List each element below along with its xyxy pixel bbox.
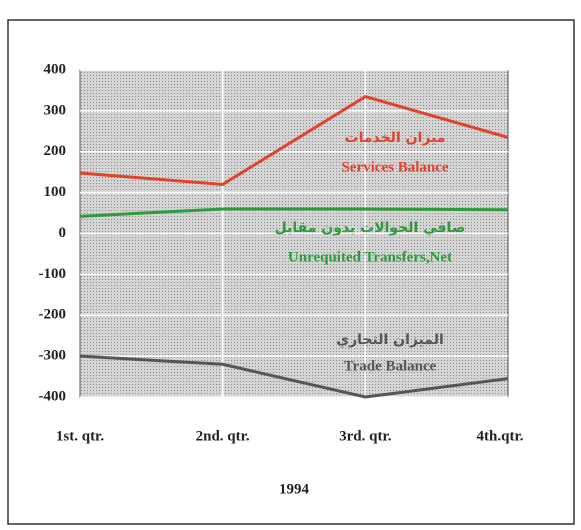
y-tick-label: -300 xyxy=(39,348,67,364)
y-tick-label: 300 xyxy=(44,102,67,118)
series-label: Services Balance xyxy=(341,159,448,175)
series-label-ar: ميزان الخدمات xyxy=(345,130,446,146)
y-tick-label: -200 xyxy=(39,307,67,323)
series-label: Trade Balance xyxy=(344,358,437,374)
series-line xyxy=(79,94,509,186)
x-tick-label: 4th.qtr. xyxy=(477,428,524,444)
series-line xyxy=(79,354,509,399)
x-tick-label: 3rd. qtr. xyxy=(339,428,392,444)
x-tick-label: 2nd. qtr. xyxy=(196,428,250,444)
x-tick-label: 1st. qtr. xyxy=(56,428,104,444)
y-tick-label: 200 xyxy=(44,143,67,159)
frame xyxy=(7,19,575,525)
y-tick-label: -100 xyxy=(39,266,67,282)
y-tick-label: 100 xyxy=(44,184,67,200)
series-line xyxy=(79,207,509,218)
y-tick-label: 400 xyxy=(44,61,67,77)
x-axis-label: 1994 xyxy=(279,481,310,497)
series-label: Unrequited Transfers,Net xyxy=(288,249,452,265)
series-label-ar: صافي الحوالات بدون مقابل xyxy=(275,220,466,236)
series-label-ar: الميزان التجاري xyxy=(336,332,444,349)
y-tick-label: 0 xyxy=(59,225,67,241)
y-tick-label: -400 xyxy=(39,388,67,404)
